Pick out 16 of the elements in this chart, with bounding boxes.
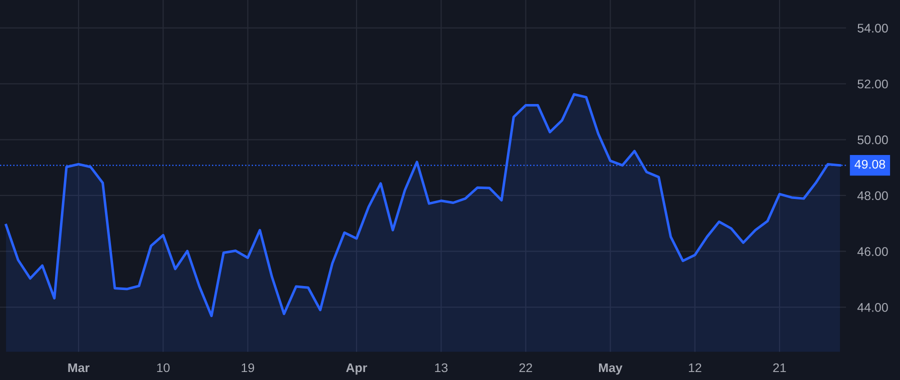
y-tick-label: 54.00 xyxy=(858,24,888,33)
x-tick-label: Mar xyxy=(68,363,90,372)
ref-line-label: 49.08 xyxy=(854,160,886,169)
x-tick-label: 12 xyxy=(688,363,702,372)
x-tick-label: 10 xyxy=(157,363,170,372)
y-tick-label: 50.00 xyxy=(858,135,888,144)
x-tick-label: Apr xyxy=(346,363,368,375)
y-tick-label: 44.00 xyxy=(857,303,888,312)
x-tick-label: 22 xyxy=(519,363,532,372)
x-tick-label: 13 xyxy=(435,363,448,372)
y-tick-label: 48.00 xyxy=(857,191,888,200)
y-tick-label: 52.00 xyxy=(858,80,888,88)
y-tick-label: 46.00 xyxy=(857,247,888,256)
x-tick-label: 21 xyxy=(773,363,786,372)
x-tick-label: May xyxy=(599,363,622,375)
x-tick-label: 19 xyxy=(242,363,254,372)
